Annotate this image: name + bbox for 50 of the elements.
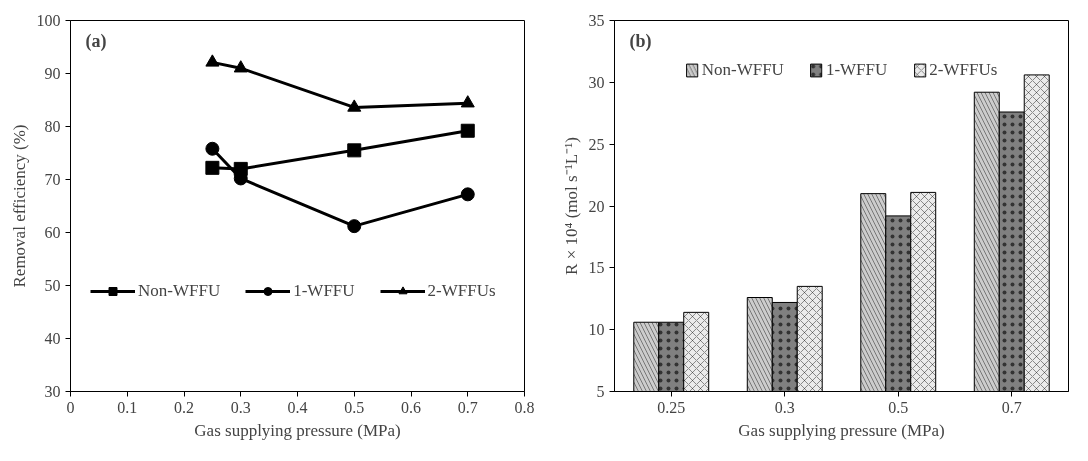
x-tick-label: 0.6 — [401, 398, 421, 416]
x-tick-label: 0.5 — [344, 398, 365, 416]
y-tick-label: 40 — [44, 330, 61, 347]
point — [460, 95, 475, 108]
x-tick-label: 0.25 — [657, 398, 686, 416]
y-tick-label: 10 — [588, 321, 605, 339]
x-tick-label: 0.3 — [230, 398, 251, 416]
point — [347, 143, 362, 158]
annotation: (b) — [629, 30, 652, 52]
legend-label: 1-WFFU — [825, 60, 888, 80]
point — [460, 187, 475, 202]
y-tick-label: 80 — [44, 118, 61, 135]
legend-label: 1-WFFU — [293, 281, 355, 301]
x-tick-label: 0.4 — [287, 398, 308, 416]
y-tick-label: 30 — [588, 73, 605, 91]
y-tick-label: 20 — [588, 197, 605, 215]
point — [233, 60, 248, 73]
point — [347, 99, 362, 112]
legend-label: 2-WFFUs — [427, 281, 496, 301]
y-tick-label: 50 — [44, 277, 61, 294]
x-tick-label: 0.8 — [514, 398, 535, 416]
x-tick-label: 0.5 — [888, 398, 909, 416]
y-tick-label: 60 — [44, 224, 61, 241]
y-tick-label: 25 — [588, 135, 605, 153]
legend-label: Non-WFFU — [138, 281, 221, 301]
legend-label: Non-WFFU — [701, 60, 784, 80]
y-tick-label: 5 — [596, 383, 605, 400]
y-axis-title: R × 10⁴ (mol s⁻¹L⁻¹) — [561, 137, 581, 275]
x-tick-label: 0.7 — [457, 398, 478, 416]
y-tick-label: 30 — [44, 383, 61, 400]
annotation: (a) — [85, 30, 107, 52]
x-tick-label: 0.7 — [1001, 398, 1022, 416]
point — [205, 160, 220, 175]
x-tick-label: 0.2 — [174, 398, 194, 416]
y-tick-label: 70 — [44, 171, 61, 188]
point — [205, 54, 220, 67]
x-tick-label: 0.3 — [774, 398, 795, 416]
point — [460, 123, 475, 138]
y-axis-title: Removal efficiency (%) — [9, 124, 29, 288]
x-tick-label: 0.1 — [117, 398, 138, 416]
x-tick-label: 0 — [66, 398, 75, 416]
y-tick-label: 100 — [36, 12, 61, 29]
point — [205, 141, 220, 156]
x-axis-title: Gas supplying pressure (MPa) — [738, 420, 945, 440]
point — [347, 219, 362, 234]
x-axis-title: Gas supplying pressure (MPa) — [194, 420, 401, 440]
y-tick-label: 15 — [588, 259, 605, 277]
legend-label: 2-WFFUs — [929, 60, 998, 80]
y-tick-label: 35 — [588, 12, 605, 29]
y-tick-label: 90 — [44, 65, 61, 82]
